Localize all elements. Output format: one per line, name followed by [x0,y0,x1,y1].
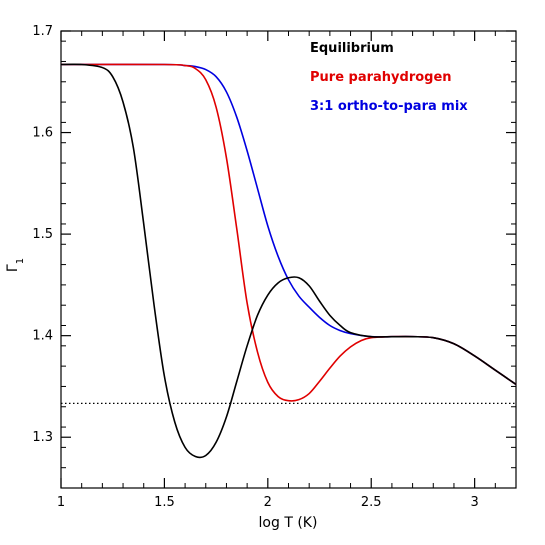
x-tick-label: 1 [57,495,65,510]
y-tick-label: 1.5 [32,227,53,242]
ticks-layer: 1 1.5 2 2.5 3 1.3 1.4 1.5 1.6 1.7 [32,24,517,510]
y-axis-title: Γ1 [5,258,26,272]
legend: Equilibrium Pure parahydrogen 3:1 ortho-to… [310,41,468,114]
y-axis-title-symbol: Γ [5,264,21,272]
x-tick-label: 2 [264,495,272,510]
series-layer [60,63,517,459]
x-tick-label: 3 [470,495,478,510]
y-tick-label: 1.6 [32,126,53,141]
x-axis-title: log T (K) [259,515,318,531]
legend-entry: Equilibrium [310,41,394,56]
series-line-pure-parahydrogen [60,63,517,402]
y-tick-label: 1.7 [32,24,53,39]
legend-entry: Pure parahydrogen [310,70,452,85]
x-tick-label: 1.5 [154,495,175,510]
y-axis-title-subscript: 1 [15,258,26,264]
y-tick-label: 1.4 [32,329,53,344]
series-line-equilibrium [60,63,517,459]
legend-entry: 3:1 ortho-to-para mix [310,99,468,114]
y-tick-label: 1.3 [32,430,53,445]
x-tick-label: 2.5 [361,495,382,510]
